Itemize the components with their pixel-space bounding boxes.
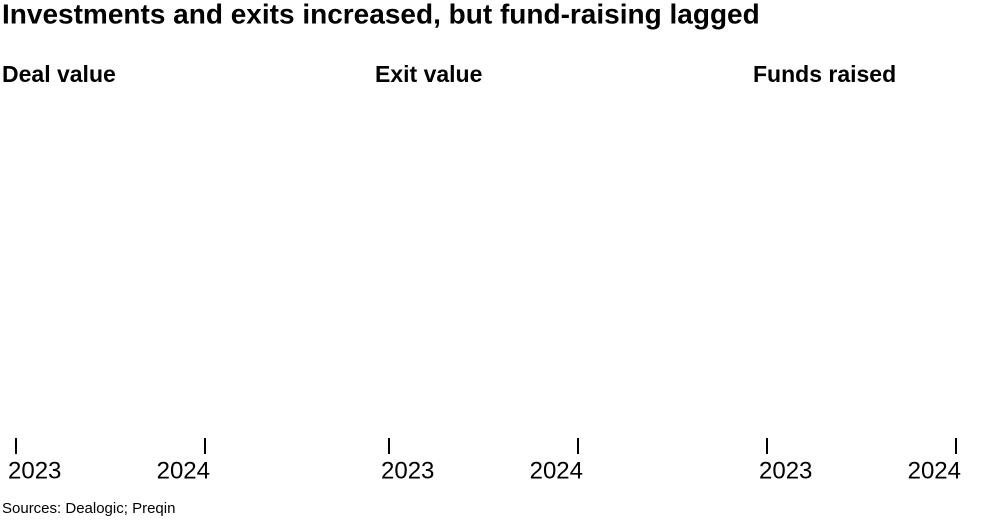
panel-title: Funds raised xyxy=(753,61,896,87)
source-note: Sources: Dealogic; Preqin xyxy=(2,500,175,517)
x-tick-label: 2023 xyxy=(381,457,434,484)
x-tick-label: 2023 xyxy=(8,457,61,484)
panel-title: Deal value xyxy=(2,61,116,87)
chart-title: Investments and exits increased, but fun… xyxy=(2,0,760,29)
x-tick-label: 2024 xyxy=(908,457,961,484)
panel-title: Exit value xyxy=(375,61,482,87)
x-tick-label: 2024 xyxy=(530,457,583,484)
x-tick-label: 2023 xyxy=(759,457,812,484)
x-tick-label: 2024 xyxy=(157,457,210,484)
